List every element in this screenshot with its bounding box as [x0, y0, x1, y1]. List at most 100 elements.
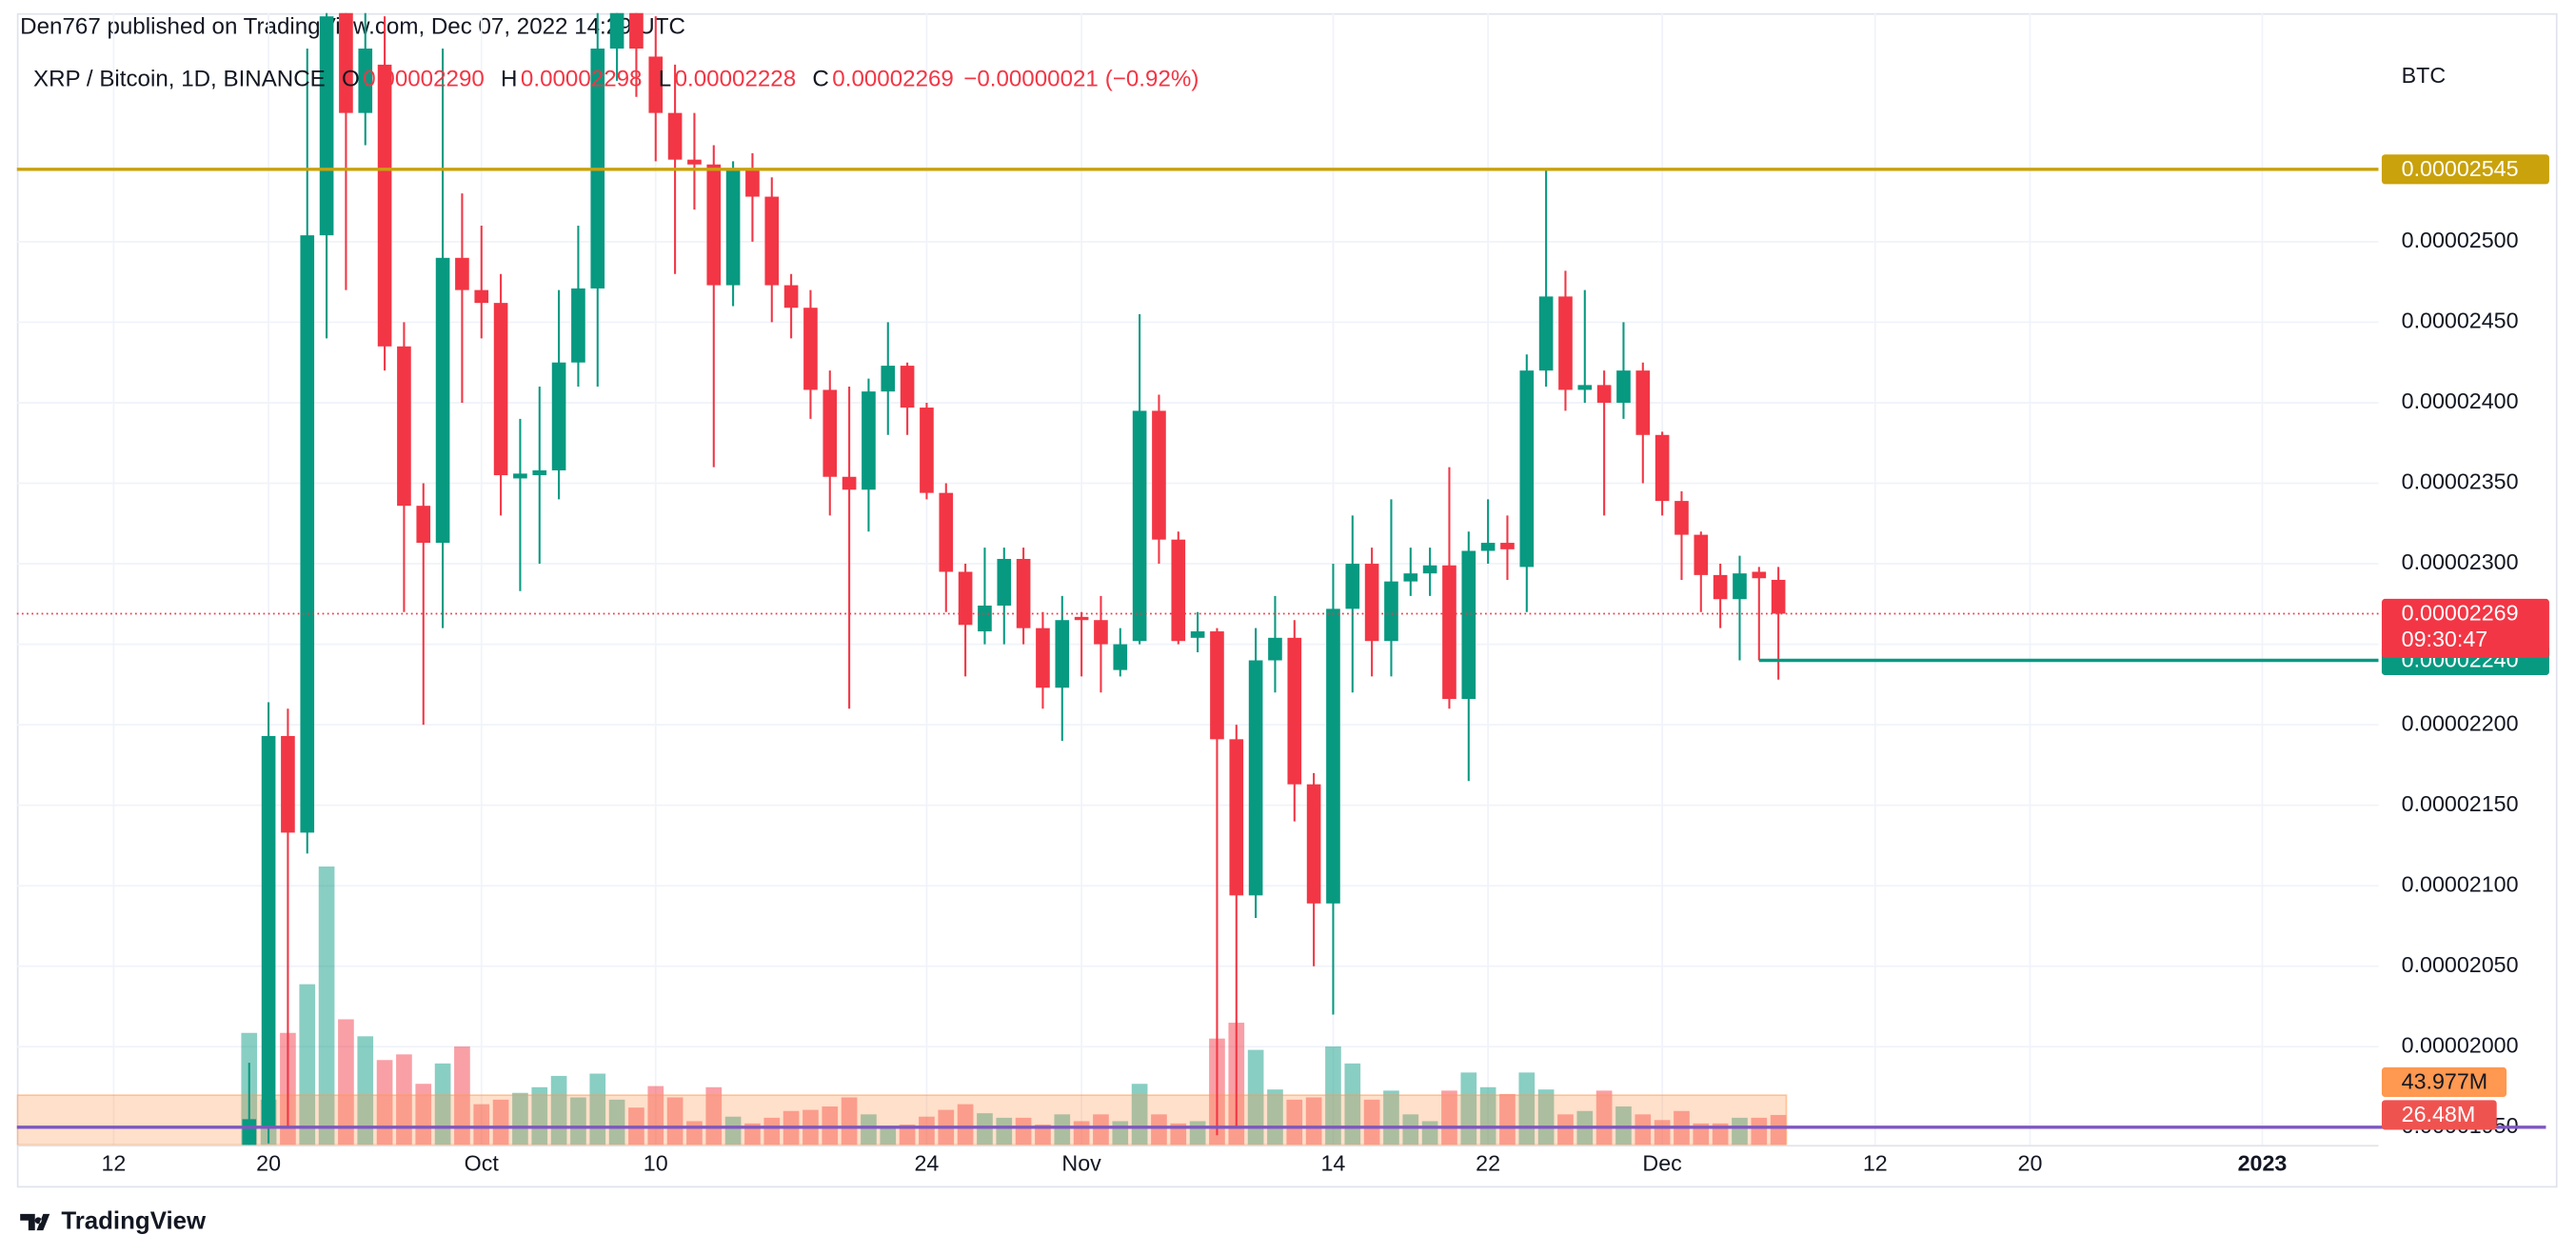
candle-body: [377, 64, 392, 347]
y-tick-label: 0.00002350: [2402, 469, 2519, 494]
candle-body: [455, 257, 469, 290]
candle-body: [513, 473, 527, 479]
candle-body: [1616, 370, 1631, 403]
x-tick-label: 2023: [2238, 1150, 2288, 1175]
x-tick-label: 14: [1321, 1150, 1346, 1175]
volume-bar: [1402, 1114, 1419, 1145]
candle-body: [1771, 579, 1786, 614]
y-tick-label: 0.00002450: [2402, 309, 2519, 333]
volume-bar: [1015, 1117, 1032, 1145]
x-tick-label: 20: [2018, 1150, 2043, 1175]
volume-bar: [1770, 1114, 1787, 1145]
volume-bar: [299, 984, 316, 1145]
volume-bar: [1267, 1089, 1283, 1145]
candle-body: [1364, 564, 1379, 642]
legend-key: L: [659, 67, 671, 92]
legend-title: XRP / Bitcoin, 1D, BINANCE: [33, 67, 326, 92]
candle-body: [1713, 574, 1728, 600]
candle-body: [1461, 550, 1476, 700]
candle-body: [1248, 660, 1263, 896]
candle-body: [1422, 565, 1437, 574]
candle-body: [1674, 501, 1689, 535]
candle-body: [1655, 434, 1670, 502]
volume-bar: [318, 867, 335, 1145]
x-tick-label: Nov: [1061, 1150, 1101, 1175]
y-tick-label: 0.00002100: [2402, 871, 2519, 896]
candle-body: [493, 303, 508, 476]
volume-bar: [512, 1092, 528, 1145]
candle-body: [1287, 637, 1302, 785]
candle-body: [822, 389, 838, 477]
volume-bar: [1635, 1114, 1652, 1145]
candle-body: [358, 48, 373, 113]
y-tick-label: 0.00002400: [2402, 388, 2519, 413]
candle-body: [300, 235, 315, 833]
volume-bar: [1751, 1117, 1768, 1145]
candle-body: [1171, 539, 1186, 642]
candle-body: [958, 571, 973, 626]
candle-body: [1384, 581, 1398, 642]
volume-bar: [396, 1054, 412, 1145]
logo-icon: [20, 1213, 50, 1231]
volume-bar: [608, 1099, 625, 1145]
candle-body: [532, 469, 547, 476]
candle-body: [1500, 543, 1515, 549]
candle-body: [1345, 564, 1360, 609]
legend-value: 0.00002298: [521, 67, 643, 92]
candle-body: [609, 12, 624, 49]
volume-bar: [376, 1060, 393, 1145]
brand: TradingView: [61, 1207, 207, 1234]
candle-body: [1480, 543, 1496, 551]
volume-bar: [880, 1127, 897, 1145]
candle-body: [1132, 410, 1147, 642]
candle-body: [1694, 534, 1709, 575]
volume-bar: [977, 1113, 993, 1145]
legend-key: C: [812, 67, 828, 92]
candle-body: [881, 366, 896, 392]
x-tick-label: 12: [1863, 1150, 1888, 1175]
volume-bar: [1305, 1097, 1322, 1145]
candle-body: [1558, 296, 1573, 390]
legend-key: O: [342, 67, 360, 92]
candle-body: [435, 257, 450, 544]
candle-body: [1152, 410, 1166, 540]
candle-body: [339, 12, 353, 113]
volume-bar: [1732, 1117, 1748, 1145]
candle-body: [1538, 296, 1554, 371]
last-volume-label: 26.48M: [2402, 1102, 2476, 1126]
legend-value: 0.00002269: [832, 67, 954, 92]
volume-bar: [1363, 1099, 1380, 1145]
volume-bar: [841, 1097, 858, 1145]
x-tick-label: 12: [101, 1150, 126, 1175]
legend-key: H: [501, 67, 517, 92]
candle-body: [551, 362, 566, 470]
candle-body: [706, 164, 722, 286]
level-label: 0.00002545: [2402, 156, 2519, 181]
candle-body: [1113, 644, 1128, 670]
volume-bar: [1479, 1086, 1496, 1145]
legend-change: −0.00000021: [963, 67, 1099, 92]
chart-frame: [16, 12, 2558, 1188]
volume-bar: [1035, 1125, 1051, 1145]
volume-bar: [1093, 1114, 1109, 1145]
y-tick-label: 0.00002050: [2402, 952, 2519, 977]
candle-body: [842, 476, 857, 490]
candle-body: [978, 606, 992, 632]
candle-body: [939, 492, 954, 572]
volume-bar: [996, 1117, 1013, 1145]
candle-body: [783, 285, 799, 309]
candle-body: [900, 366, 915, 408]
candle-body: [571, 288, 585, 363]
volume-bar: [705, 1086, 723, 1145]
volume-bar: [666, 1097, 684, 1145]
volume-bar: [1441, 1090, 1457, 1145]
candle-body: [1403, 573, 1418, 582]
volume-bar: [357, 1036, 374, 1145]
plot-area: [16, 12, 1788, 1145]
candle-body: [1229, 739, 1244, 896]
candle-body: [319, 16, 334, 236]
y-tick-label: 0.00002300: [2402, 549, 2519, 574]
candle-body: [1036, 628, 1050, 688]
volume-bar: [1383, 1090, 1399, 1145]
